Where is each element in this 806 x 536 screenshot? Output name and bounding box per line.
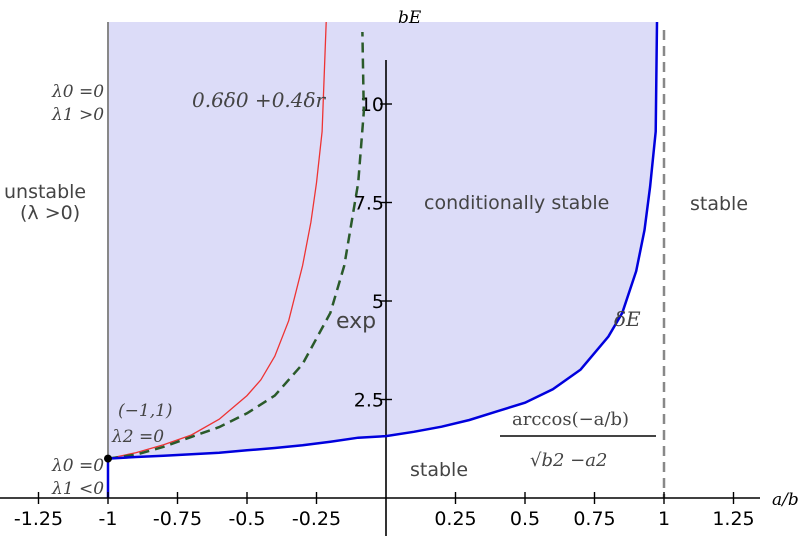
mix-curve	[107, 31, 366, 460]
delta-e-label: δE	[614, 307, 641, 331]
delta-e-curve	[107, 21, 659, 460]
exp-label: exp	[336, 309, 376, 334]
x-axis-label: a/b	[772, 490, 799, 510]
unstable-label: unstable	[4, 181, 86, 203]
stable-bottom-label: stable	[410, 459, 468, 481]
stable-right-label: stable	[690, 193, 748, 215]
x-tick-label: 0.75	[573, 508, 615, 530]
x-tick-label: -0.25	[292, 508, 341, 530]
critical-point	[104, 454, 112, 463]
x-ticks: -1.25 -1 -0.75 -0.5 -0.25 0.25 0.5 0.75 1 1.25	[14, 492, 755, 530]
x-tick-label: 0.25	[434, 508, 476, 530]
x-tick-label: -1.25	[14, 508, 63, 530]
y-tick-label: 5	[372, 291, 384, 313]
x-tick-label: 1	[658, 508, 670, 530]
unstable-condition-label: (λ >0)	[20, 202, 80, 224]
x-tick-label: 0.5	[510, 508, 540, 530]
formula-numerator: arccos(−a/b)	[512, 409, 629, 430]
conditionally-stable-region	[108, 22, 657, 459]
x-tick-label: -1	[99, 508, 118, 530]
y-tick-label: 2.5	[354, 390, 384, 412]
x-tick-label: 1.25	[712, 508, 754, 530]
y-axis-label: bE	[398, 8, 422, 28]
exp-curve	[107, 21, 327, 460]
y-tick-label: 10	[360, 94, 384, 116]
x-tick-label: -0.75	[153, 508, 202, 530]
x-tick-label: -0.5	[228, 508, 265, 530]
conditionally-stable-label: conditionally stable	[424, 192, 609, 214]
y-ticks: 2.5 5 7.5 10	[354, 94, 392, 412]
lambda-squared-zero-label: λ2 =0	[111, 427, 164, 447]
lambda1-positive-label: λ1 >0	[51, 105, 104, 125]
formula-denominator: √b2 −a2	[530, 450, 607, 471]
lambda0-zero-top-label: λ0 =0	[51, 82, 104, 102]
lambda1-negative-label: λ1 <0	[51, 479, 104, 499]
y-tick-label: 7.5	[354, 193, 384, 215]
lambda0-zero-bottom-label: λ0 =0	[51, 456, 104, 476]
point-coordinate-label: (−1,1)	[118, 401, 173, 421]
mix-curve-label: 0.6δ0 +0.4δr	[192, 88, 327, 112]
